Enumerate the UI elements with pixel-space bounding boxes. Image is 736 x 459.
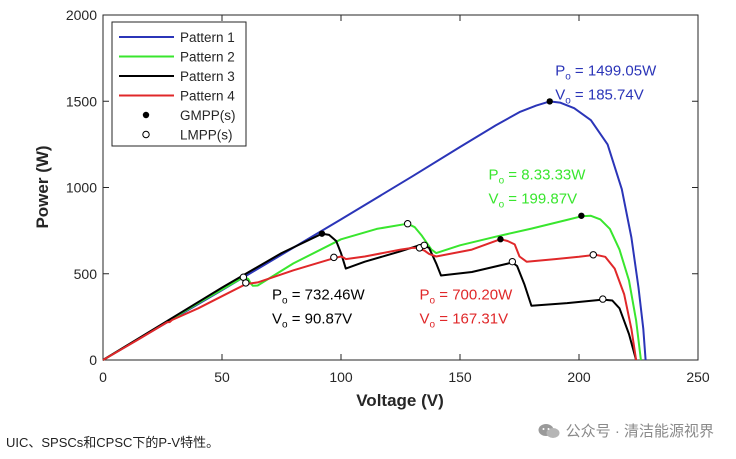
gmpp-point [497,236,504,243]
series-line-pattern-1 [102,100,647,361]
watermark-text: 公众号 · 清洁能源视界 [565,423,714,440]
annotation-text: Vo = 199.87V [489,191,578,211]
mpp-annotation: Po = 8.33.33W Vo = 199.87V [489,167,587,211]
gmpp-point [578,212,585,219]
annotation-text: Po = 1499.05W [555,62,657,82]
y-tick-label: 1500 [66,93,97,109]
x-tick-label: 0 [99,369,107,385]
annotation-text: Vo = 185.74V [555,86,644,106]
pv-chart: 0 50 100 150 200 250 0 500 1000 1500 2000 Po = 149… [33,7,710,410]
lmpp-point [599,295,607,303]
y-tick-label: 1000 [66,180,97,196]
lmpp-point [589,251,597,259]
lmpp-point [508,257,517,266]
legend-label: Pattern 1 [180,30,235,45]
mpp-annotation: Po = 732.46W Vo = 90.87V [272,286,366,330]
legend-label: Pattern 3 [180,69,235,84]
wechat-icon [538,423,560,438]
lmpp-point [403,220,412,228]
x-axis-label: Voltage (V) [356,391,444,410]
lmpp-point [242,279,250,287]
mpp-annotation: Po = 700.20W Vo = 167.31V [420,286,514,330]
legend-marker [142,130,150,139]
legend-box [111,21,247,147]
legend-label: Pattern 2 [180,50,235,65]
legend-label: Pattern 4 [180,89,235,104]
axis-ticks: 0 50 100 150 200 250 0 500 1000 1500 2000 [66,7,710,385]
y-tick-label: 500 [74,266,98,282]
watermark: 公众号 · 清洁能源视界 [538,420,714,441]
annotation-text: Vo = 167.31V [420,310,509,330]
legend-marker [142,111,150,119]
y-tick-label: 0 [89,352,97,368]
annotation-text: Vo = 90.87V [272,310,352,330]
mpp-annotation: Po = 1499.05W Vo = 185.74V [555,62,657,106]
x-tick-label: 200 [567,369,591,385]
x-tick-label: 150 [448,369,472,385]
legend: Pattern 1 Pattern 2 Pattern 3 Pattern 4 GMPP… [111,21,247,147]
annotations: Po = 1499.05W Vo = 185.74V Po = 8.33.33W Vo… [272,62,657,330]
annotation-text: Po = 732.46W [272,286,366,306]
annotation-text: Po = 700.20W [420,286,514,306]
legend-label: GMPP(s) [180,108,236,123]
gmpp-point [318,230,326,237]
annotation-text: Po = 8.33.33W [489,167,587,187]
mpp-points [239,98,607,303]
gmpp-point [546,98,553,105]
x-tick-label: 250 [686,369,710,385]
y-axis-label: Power (W) [33,145,52,228]
y-tick-label: 2000 [66,7,97,23]
x-tick-label: 50 [214,369,230,385]
legend-label: LMPP(s) [180,128,233,143]
lmpp-point [330,253,338,262]
lmpp-point [420,241,428,249]
x-tick-label: 100 [329,369,353,385]
figure-caption: UIC、SPSCs和CPSC下的P-V特性。 [6,435,220,450]
